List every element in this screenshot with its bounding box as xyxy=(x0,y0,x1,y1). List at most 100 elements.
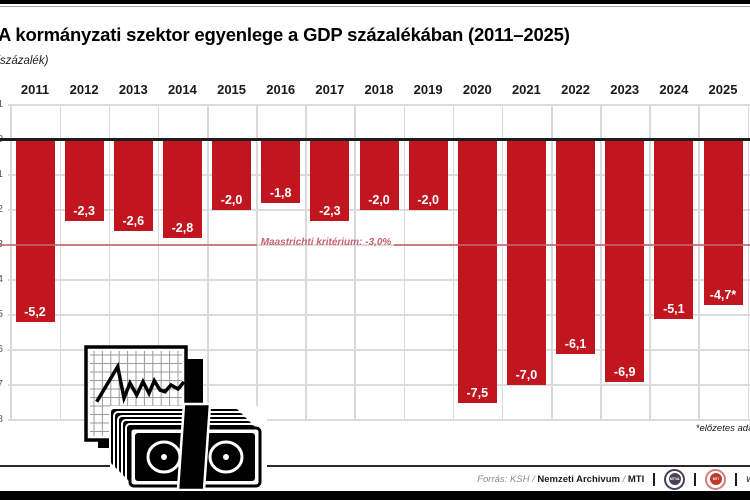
source-separator: / xyxy=(619,473,628,485)
grid-line-vertical xyxy=(452,105,455,420)
grid-line-vertical xyxy=(501,105,504,420)
bar-value-label: -2,3 xyxy=(73,203,95,218)
year-label: 2023 xyxy=(610,82,640,97)
mti-logo-icon: MTI xyxy=(705,468,727,490)
grid-line-vertical xyxy=(747,105,750,420)
bar-2018 xyxy=(359,140,399,210)
top-border-shadow xyxy=(0,5,750,8)
money-chart-illustration xyxy=(84,345,267,492)
y-axis-tick-label: -8 xyxy=(0,414,3,425)
preliminary-data-footnote: *előzetes adat xyxy=(695,423,750,434)
footer-separator xyxy=(653,472,656,486)
grid-line-vertical xyxy=(305,105,307,420)
grid-line-horizontal xyxy=(8,419,750,421)
grid-line-vertical xyxy=(551,105,553,420)
footer-separator xyxy=(735,472,738,486)
grid-line-horizontal xyxy=(8,279,750,281)
top-border-bar xyxy=(0,0,750,4)
bar-value-label: -7,5 xyxy=(466,385,489,400)
chart-unit-subtitle: (százalék) xyxy=(0,55,49,67)
bar-value-label: -2,0 xyxy=(417,193,439,207)
bar-value-label: -1,8 xyxy=(269,186,292,200)
year-label: 2016 xyxy=(266,82,296,97)
bar-2019 xyxy=(408,140,448,210)
bar-value-label: -6,1 xyxy=(564,336,587,351)
y-axis-tick-label: -1 xyxy=(0,169,3,180)
y-axis-tick-label: 1 xyxy=(0,99,3,110)
bar-2017 xyxy=(310,140,350,221)
footer-partial-text: w xyxy=(746,474,750,485)
bottom-border-bar xyxy=(0,491,750,500)
y-axis-tick-label: -4 xyxy=(0,274,3,285)
bar-2011 xyxy=(15,140,55,322)
grid-line-vertical xyxy=(649,105,651,420)
bar-chart: 10-1-2-3-4-5-6-7-82011-5,22012-2,32013-2… xyxy=(0,82,750,425)
year-label: 2022 xyxy=(561,82,591,97)
grid-line-horizontal xyxy=(8,314,750,316)
footer-divider-line xyxy=(0,465,750,467)
maastricht-line-left xyxy=(0,244,257,246)
bar-2013 xyxy=(113,140,153,231)
maastricht-label: Maastrichti kritérium: -3,0% xyxy=(260,237,392,248)
bar-value-label: -2,6 xyxy=(122,214,145,228)
grid-line-vertical xyxy=(157,105,160,420)
bar-2016 xyxy=(261,140,301,203)
grid-line-vertical xyxy=(59,105,62,420)
trend-line-icon xyxy=(95,361,186,405)
page-title: A kormányzati szektor egyenlege a GDP sz… xyxy=(0,24,570,45)
bar-value-label: -2,0 xyxy=(368,193,390,207)
grid-line-horizontal xyxy=(8,349,750,351)
year-label: 2014 xyxy=(167,82,197,97)
source-prefix: Forrás: KSH / xyxy=(477,473,538,485)
source-archive: Nemzeti Archivum xyxy=(537,473,620,485)
grid-line-vertical xyxy=(354,105,356,420)
bar-2021 xyxy=(506,140,546,385)
bar-value-label: -5,2 xyxy=(24,305,46,319)
bar-value-label: -2,3 xyxy=(319,203,341,218)
y-axis-tick-label: -5 xyxy=(0,309,3,320)
mtva-logo-icon: MTVA xyxy=(664,468,686,490)
year-label: 2012 xyxy=(69,82,99,97)
zero-axis-line xyxy=(0,138,750,141)
maastricht-line-right xyxy=(394,244,750,246)
bar-value-label: -2,8 xyxy=(171,221,194,235)
year-label: 2013 xyxy=(118,82,148,97)
bar-2022 xyxy=(556,140,596,354)
grid-line-vertical xyxy=(108,105,111,420)
bar-2025 xyxy=(703,140,743,305)
bar-2024 xyxy=(654,140,694,319)
year-label: 2021 xyxy=(511,82,541,97)
grid-line-vertical xyxy=(600,105,602,420)
bar-2015 xyxy=(212,140,252,210)
footer-separator xyxy=(694,472,697,486)
y-axis-tick-label: -7 xyxy=(0,379,3,390)
bar-value-label: -7,0 xyxy=(515,368,538,382)
grid-line-vertical xyxy=(207,105,209,420)
year-label: 2011 xyxy=(20,82,50,97)
grid-line-horizontal xyxy=(8,244,750,246)
grid-line-horizontal xyxy=(8,384,750,386)
y-axis-tick-label: -2 xyxy=(0,204,3,215)
year-label: 2017 xyxy=(315,82,345,97)
bar-value-label: -4,7* xyxy=(709,287,737,302)
footer: Forrás: KSH / Nemzeti Archivum / MTI MTV… xyxy=(477,466,750,492)
year-label: 2025 xyxy=(708,82,738,97)
grid-line-vertical xyxy=(698,105,700,420)
bar-value-label: -6,9 xyxy=(613,364,636,379)
year-label: 2015 xyxy=(217,82,247,97)
y-axis-tick-label: -6 xyxy=(0,344,3,355)
year-label: 2018 xyxy=(364,82,394,97)
source-text: Forrás: KSH / Nemzeti Archivum / MTI xyxy=(477,474,644,485)
year-label: 2024 xyxy=(659,82,689,97)
bar-2020 xyxy=(457,140,497,403)
grid-line-horizontal xyxy=(8,104,750,106)
grid-line-vertical xyxy=(256,105,258,420)
bar-value-label: -5,1 xyxy=(663,301,685,316)
bar-2014 xyxy=(162,140,202,238)
grid-line-vertical xyxy=(10,105,12,420)
source-mti: MTI xyxy=(627,473,645,485)
bar-2012 xyxy=(64,140,104,221)
year-label: 2019 xyxy=(413,82,443,97)
grid-line-vertical xyxy=(403,105,406,420)
